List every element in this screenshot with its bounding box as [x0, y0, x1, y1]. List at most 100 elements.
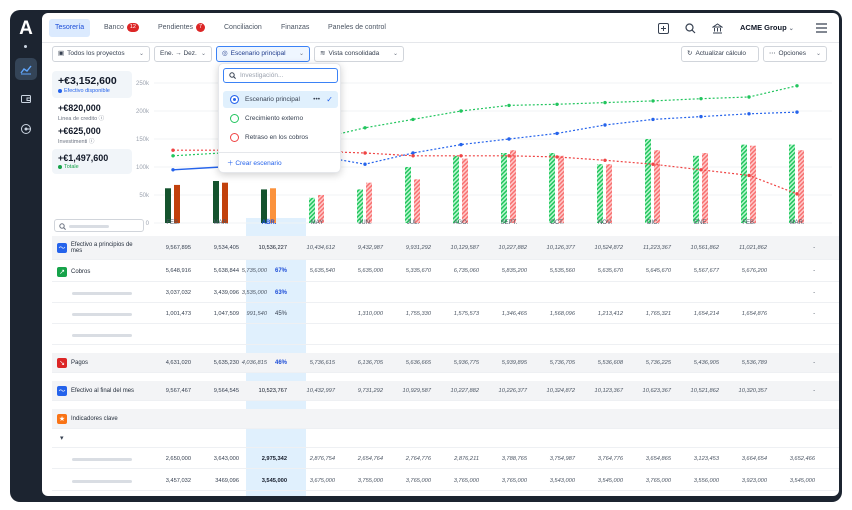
bar-inflow [597, 164, 603, 223]
line-point [651, 99, 655, 103]
scenario-search-input[interactable]: Investigación... [223, 68, 338, 83]
create-scenario-button[interactable]: ＋ Crear escenario [227, 160, 282, 167]
bar-outflow [414, 179, 420, 223]
more-icon[interactable]: ••• [313, 96, 320, 103]
table-cell: 3,675,000 [309, 478, 335, 484]
main-app: Tesorería Banco 12 Pendientes 7 Conciliaci… [42, 13, 839, 496]
table-cell: 3,765,000 [645, 478, 671, 484]
scenario-option-crecimiento[interactable]: Crecimiento externo [223, 110, 338, 127]
y-tick-label: 50k [139, 193, 150, 199]
bar-inflow [405, 167, 411, 223]
table-row[interactable]: ↘ Pagos 4,631,020 5,635,230 4,036,815 5,736,6… [52, 353, 839, 373]
table-cell: 10,226,377 [498, 388, 527, 394]
table-cell: 5,648,916 [165, 268, 191, 274]
table-cell: 9,534,405 [213, 245, 239, 251]
goal-nav-icon[interactable] [15, 118, 37, 140]
search-icon[interactable] [683, 21, 697, 35]
chevron-down-icon: ⌄ [200, 51, 206, 57]
cash-dot [58, 88, 62, 93]
chevron-down-icon: ⌄ [788, 26, 794, 32]
table-cell: 991,540 [246, 311, 267, 317]
table-cell: 2,975,342 [261, 456, 287, 462]
tab-tesoreria[interactable]: Tesorería [49, 19, 91, 37]
table-cell: 5,645,670 [645, 268, 671, 274]
bar-inflow [213, 181, 219, 223]
chevron-down-icon: ⌄ [815, 51, 821, 57]
table-cell: 3,754,987 [549, 456, 575, 462]
options-button[interactable]: ⋯ Opciones ⌄ [763, 46, 827, 62]
line-point [171, 148, 175, 152]
table-cell: 5,536,789 [741, 360, 767, 366]
bar-inflow [309, 197, 315, 223]
add-icon[interactable] [656, 21, 670, 35]
line-point [555, 102, 559, 106]
line-point [747, 112, 751, 116]
toolbar: ▣ Todos los proyectos ⌄ Ene. → Dez. ⌄ ◎ Esce… [42, 43, 839, 69]
table-row[interactable]: 3,037,032 3,439,096 3,535,000 - 63% [52, 283, 839, 303]
search-icon [59, 223, 66, 230]
table-cell: 3,652,466 [789, 456, 815, 462]
scenario-dropdown: Investigación... Escenario principal •••… [218, 63, 342, 173]
table-row[interactable] [52, 325, 839, 345]
table-cell: 5,636,665 [405, 360, 431, 366]
tab-paneles[interactable]: Paneles de control [328, 24, 386, 31]
line-point [411, 154, 415, 158]
line-point [795, 110, 799, 114]
row-icon: ↘ [57, 358, 67, 368]
table-row[interactable]: 2,650,000 3,643,000 2,975,342 2,876,754 2,65… [52, 449, 839, 469]
row-label-text: Efectivo al final del mes [71, 388, 135, 394]
table-cell: 9,432,987 [357, 245, 383, 251]
table-row[interactable]: ↗ Cobros 5,648,916 5,638,844 5,735,000 5,635,… [52, 261, 839, 282]
tab-pendientes[interactable]: Pendientes 7 [152, 19, 211, 37]
pendientes-badge: 7 [196, 22, 206, 32]
month-label: JUL. [406, 220, 420, 226]
line-point [507, 154, 511, 158]
table-cell: 1,213,412 [597, 311, 623, 317]
bar-inflow [357, 189, 363, 223]
month-label: JUN. [358, 220, 372, 226]
wallet-nav-icon[interactable] [15, 88, 37, 110]
table-cell: 4,631,020 [165, 360, 191, 366]
tab-conciliacion[interactable]: Conciliacion [224, 24, 262, 31]
table-cell: 10,536,227 [258, 245, 287, 251]
expand-caret-icon[interactable]: ▾ [60, 435, 64, 442]
scenario-option-retraso[interactable]: Retraso en los cobros [223, 129, 338, 146]
line-point [411, 117, 415, 122]
table-row[interactable]: 1,001,473 1,047,509 991,540 1,310,000 1,755,… [52, 304, 839, 324]
table-row[interactable]: 〜 Efectivo a principios de mes 9,567,895 9,… [52, 236, 839, 260]
menu-icon[interactable] [814, 21, 828, 35]
table-cell: 10,523,767 [258, 388, 287, 394]
table-cell: 2,764,776 [405, 456, 431, 462]
table-cell: 3,664,654 [741, 456, 767, 462]
table-cell: 9,564,545 [213, 388, 239, 394]
period-select[interactable]: Ene. → Dez. ⌄ [154, 46, 212, 62]
table-row[interactable]: ★ Indicadores clave [52, 409, 839, 429]
table-cell: 2,876,211 [454, 456, 479, 462]
bank-icon[interactable] [710, 21, 724, 35]
table-search[interactable] [54, 219, 144, 232]
scenario-option-principal[interactable]: Escenario principal ••• ✓ [223, 91, 338, 108]
row-icon: ↗ [57, 266, 67, 277]
app-logo: A [19, 18, 33, 39]
view-select[interactable]: ≋ Vista consolidada ⌄ [314, 46, 404, 62]
company-selector[interactable]: ACME Group ⌄ [740, 23, 794, 32]
month-label: SEPT. [500, 220, 518, 226]
table-cell: 3,545,000 [789, 478, 815, 484]
projects-select[interactable]: ▣ Todos los proyectos ⌄ [52, 46, 150, 62]
table-row[interactable]: 3,457,032 3469,096 3,545,000 3,675,000 3,755… [52, 471, 839, 491]
bar-outflow [558, 155, 564, 223]
cash-chart: 0 50k 100k 150k 200k 250k [136, 81, 832, 227]
scenario-select[interactable]: ◎ Escenario principal ⌄ [216, 46, 310, 62]
update-calc-button[interactable]: ↻ Actualizar cálculo [681, 46, 759, 62]
row-label: ★ Indicadores clave [57, 409, 145, 429]
tab-finanzas[interactable]: Finanzas [281, 24, 310, 31]
table-cell: 10,561,862 [690, 245, 719, 251]
table-cell: - [813, 360, 815, 366]
kpi-invest: +€625,000 Investimenti ⓘ [58, 126, 101, 145]
projects-icon: ▣ [58, 50, 65, 57]
tab-banco[interactable]: Banco 12 [98, 19, 145, 37]
divider [219, 152, 342, 153]
table-row[interactable]: ▾ [52, 430, 839, 448]
table-row[interactable]: 〜 Efectivo al final del mes 9,567,467 9,564… [52, 381, 839, 401]
chart-nav-icon[interactable] [15, 58, 37, 80]
